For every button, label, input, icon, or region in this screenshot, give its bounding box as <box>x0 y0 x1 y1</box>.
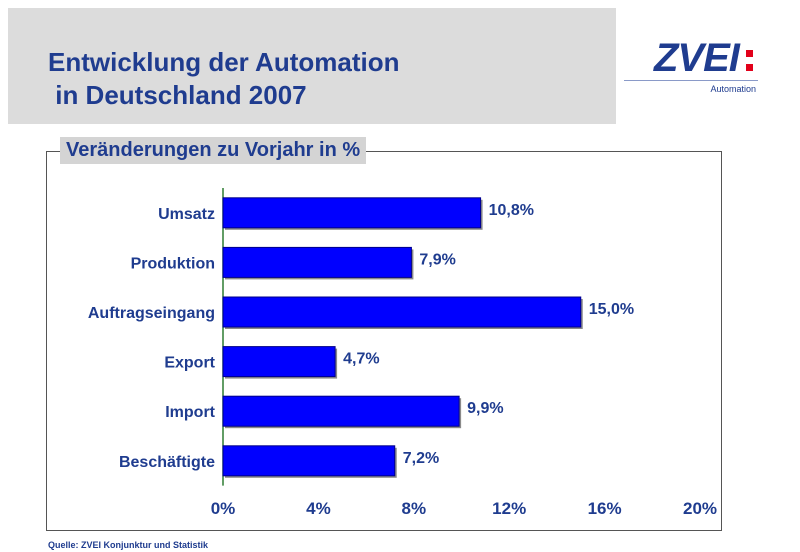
bar-produktion <box>222 246 412 278</box>
bar-beschäftigte <box>222 445 396 477</box>
value-label: 7,2% <box>403 450 439 467</box>
logo-word: ZVEI <box>654 36 740 80</box>
zvei-logo: ZVEI Automation <box>624 36 764 100</box>
x-tick-label: 16% <box>588 499 622 518</box>
x-tick-label: 8% <box>402 499 427 518</box>
category-label: Export <box>164 355 215 372</box>
value-label: 4,7% <box>343 351 379 368</box>
category-label: Produktion <box>131 255 215 272</box>
category-label: Import <box>165 404 215 421</box>
bar-export <box>222 346 336 378</box>
category-label: Beschäftigte <box>119 454 215 471</box>
chart-frame <box>46 151 722 531</box>
category-label: Auftragseingang <box>88 305 215 322</box>
bar-import <box>222 395 460 427</box>
x-tick-label: 4% <box>306 499 331 518</box>
page-title-line-1: Entwicklung der Automation <box>48 47 400 77</box>
logo-subtitle: Automation <box>710 84 756 94</box>
source-note: Quelle: ZVEI Konjunktur und Statistik <box>48 540 209 550</box>
value-label: 9,9% <box>467 400 503 417</box>
chart-title: Veränderungen zu Vorjahr in % <box>60 137 367 164</box>
value-label: 7,9% <box>419 251 455 268</box>
bar-umsatz <box>222 197 482 229</box>
value-label: 15,0% <box>589 301 634 318</box>
page-title-line-2: in Deutschland 2007 <box>48 80 307 110</box>
category-label: Umsatz <box>158 206 215 223</box>
value-label: 10,8% <box>489 202 534 219</box>
x-tick-label: 12% <box>492 499 526 518</box>
page-title: Entwicklung der Automation in Deutschlan… <box>48 46 399 112</box>
x-tick-label: 0% <box>211 499 236 518</box>
header-band <box>8 8 616 124</box>
x-tick-label: 20% <box>683 499 717 518</box>
bar-auftragseingang <box>222 296 582 328</box>
logo-colon-icon <box>746 50 754 76</box>
logo-divider <box>624 80 758 81</box>
